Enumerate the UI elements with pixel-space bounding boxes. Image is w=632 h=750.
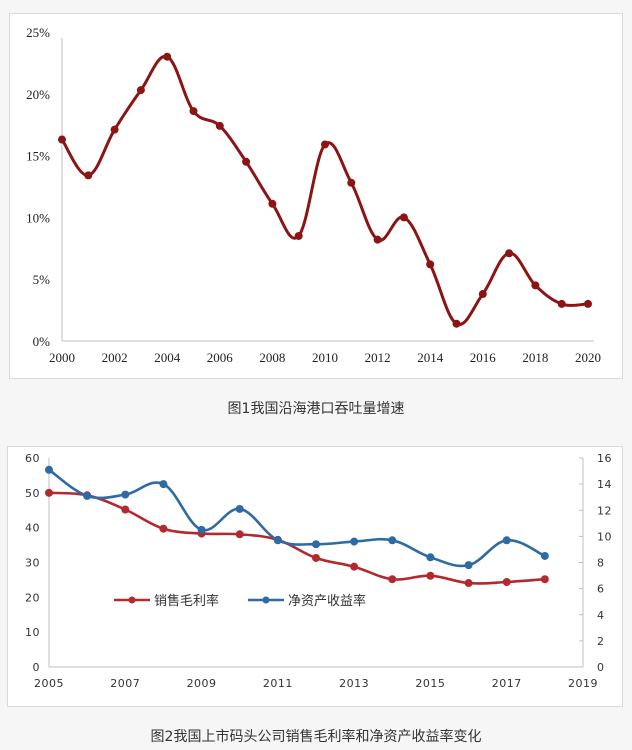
x-tick-label: 2013 xyxy=(339,677,369,690)
figure2-caption: 图2我国上市码头公司销售毛利率和净资产收益率变化 xyxy=(150,729,482,745)
data-point xyxy=(373,235,382,244)
y-tick-label: 5% xyxy=(33,272,51,287)
data-point xyxy=(159,480,168,489)
data-point xyxy=(464,561,473,570)
right-tick-label: 0 xyxy=(597,661,605,674)
data-point xyxy=(121,505,130,514)
x-tick-label: 2019 xyxy=(568,677,598,690)
data-point xyxy=(540,551,549,560)
x-tick-label: 2002 xyxy=(102,350,128,365)
data-point xyxy=(531,281,540,290)
right-tick-label: 2 xyxy=(597,635,605,648)
data-point xyxy=(235,504,244,513)
x-tick-label: 2018 xyxy=(522,350,548,365)
data-point xyxy=(159,524,168,533)
right-tick-label: 4 xyxy=(597,609,605,622)
x-tick-label: 2005 xyxy=(34,677,64,690)
y-tick-label: 25% xyxy=(26,25,50,40)
legend-marker xyxy=(128,596,136,604)
data-point xyxy=(584,299,592,308)
x-tick-label: 2004 xyxy=(154,350,181,365)
data-point xyxy=(388,536,397,545)
data-point xyxy=(215,121,224,130)
data-point xyxy=(350,562,359,571)
data-point xyxy=(478,290,487,299)
data-point xyxy=(452,319,461,328)
x-tick-label: 2020 xyxy=(575,350,601,365)
y-tick-label: 20% xyxy=(26,87,50,102)
left-tick-label: 0 xyxy=(33,661,41,674)
data-point xyxy=(197,525,206,534)
x-tick-label: 2017 xyxy=(492,677,522,690)
right-tick-label: 10 xyxy=(597,530,612,543)
x-tick-label: 2009 xyxy=(187,677,217,690)
data-point xyxy=(273,536,282,545)
data-point xyxy=(235,530,244,539)
data-point xyxy=(388,575,397,584)
series-line-roe xyxy=(48,468,546,568)
data-point xyxy=(321,140,329,149)
data-point xyxy=(426,571,435,580)
data-point xyxy=(505,249,514,258)
data-point xyxy=(557,299,566,308)
y-tick-label: 0% xyxy=(33,334,51,349)
data-point xyxy=(268,199,277,208)
chart2-frame xyxy=(7,446,623,707)
chart1-port-throughput-growth: 0% 5% 10% 15% 20% 25% 2000 2002 2004 2006 2008 2010… xyxy=(26,25,601,365)
data-point xyxy=(464,579,473,588)
x-tick-label: 2015 xyxy=(415,677,445,690)
left-tick-label: 20 xyxy=(25,591,40,604)
x-tick-label: 2010 xyxy=(312,350,338,365)
data-point xyxy=(426,553,435,562)
right-tick-label: 6 xyxy=(597,583,605,596)
data-point xyxy=(426,260,435,269)
x-tick-label: 2006 xyxy=(207,350,234,365)
legend-label: 销售毛利率 xyxy=(154,593,219,609)
data-point xyxy=(45,465,53,474)
data-point xyxy=(163,52,172,61)
data-point xyxy=(84,171,93,180)
chart1-frame xyxy=(9,13,623,379)
x-tick-label: 2000 xyxy=(49,350,75,365)
x-tick-label: 2014 xyxy=(417,350,444,365)
x-tick-label: 2007 xyxy=(110,677,140,690)
data-point xyxy=(110,125,119,134)
data-point xyxy=(136,86,145,95)
data-point xyxy=(312,553,320,562)
y-tick-label: 10% xyxy=(26,210,50,225)
data-point xyxy=(350,537,359,546)
data-point xyxy=(189,107,198,116)
left-tick-label: 10 xyxy=(25,626,40,639)
data-point xyxy=(83,491,92,500)
legend-label: 净资产收益率 xyxy=(288,593,366,609)
data-point xyxy=(45,488,53,497)
right-tick-label: 16 xyxy=(597,452,612,465)
x-tick-label: 2011 xyxy=(263,677,293,690)
data-point xyxy=(121,490,130,499)
data-point xyxy=(502,536,511,545)
left-tick-label: 60 xyxy=(25,452,40,465)
data-point xyxy=(502,578,511,587)
right-tick-label: 12 xyxy=(597,504,612,517)
data-point xyxy=(312,540,320,549)
legend-marker xyxy=(262,596,270,604)
x-tick-label: 2008 xyxy=(259,350,285,365)
right-tick-label: 8 xyxy=(597,557,605,570)
data-point xyxy=(399,213,408,222)
y-tick-label: 15% xyxy=(26,149,50,164)
left-tick-label: 50 xyxy=(25,487,40,500)
data-point xyxy=(294,231,303,240)
figure1-caption: 图1我国沿海港口吞吐量增速 xyxy=(227,401,405,417)
left-tick-label: 40 xyxy=(25,522,40,535)
data-point xyxy=(58,135,66,144)
data-point xyxy=(347,178,356,187)
left-tick-label: 30 xyxy=(25,557,40,570)
right-tick-label: 14 xyxy=(597,478,612,491)
data-point xyxy=(540,575,549,584)
data-point xyxy=(242,157,251,166)
x-tick-label: 2012 xyxy=(365,350,391,365)
x-tick-label: 2016 xyxy=(470,350,497,365)
